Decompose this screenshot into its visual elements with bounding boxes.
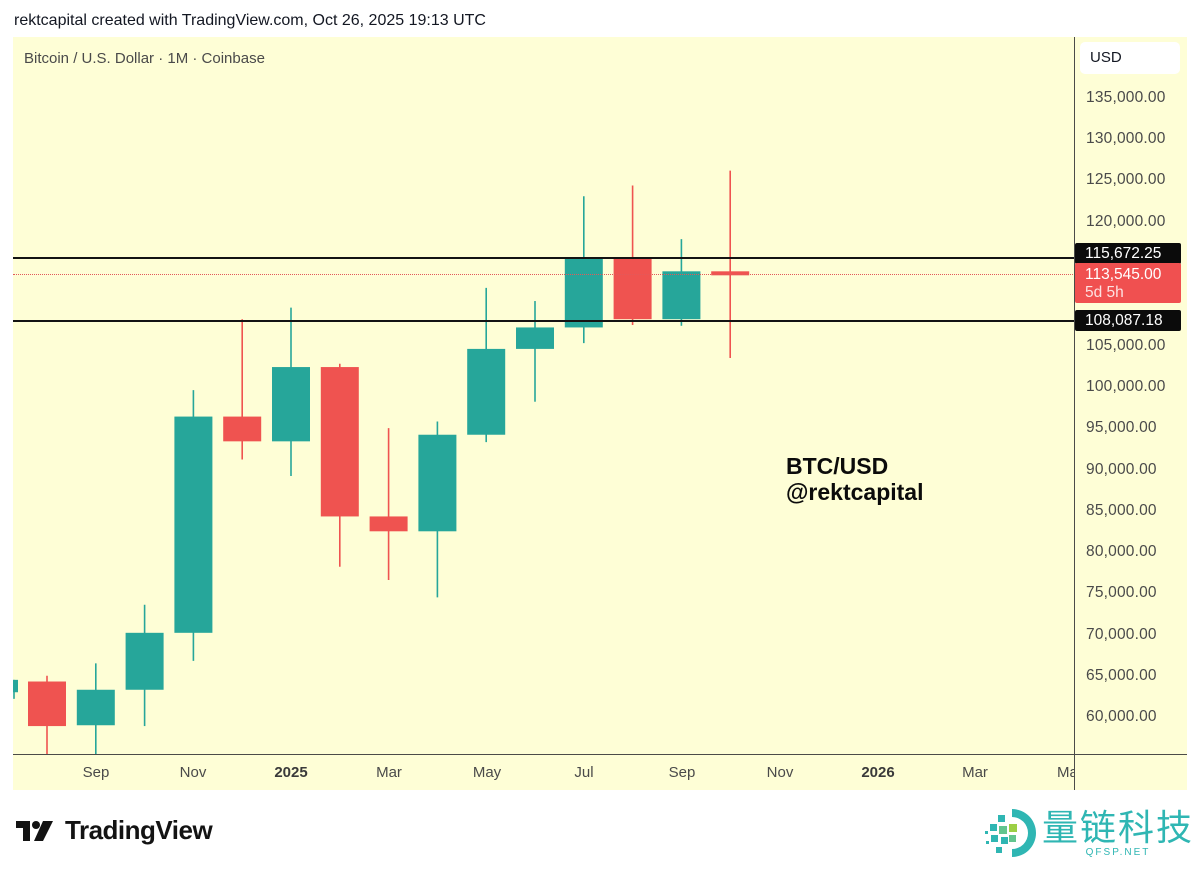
candle-body: [467, 348, 506, 435]
current-price-label: 113,545.00 5d 5h: [1075, 263, 1181, 303]
watermark-domain: QFSP.NET: [1085, 846, 1151, 858]
time-tick-year: 2025: [274, 764, 308, 781]
candlestick-series[interactable]: [13, 37, 1074, 754]
candle[interactable]: [272, 307, 310, 477]
candle[interactable]: [174, 390, 213, 661]
candle-body: [516, 327, 554, 349]
chart-credit: rektcapital created with TradingView.com…: [14, 12, 486, 29]
time-tick: Nov: [766, 764, 794, 781]
time-tick: Nov: [179, 764, 207, 781]
candle-body: [613, 257, 652, 320]
price-tick: 75,000.00: [1086, 584, 1157, 601]
candle-body: [76, 689, 115, 726]
qfsp-watermark: 量链科技 QFSP.NET: [982, 805, 1194, 861]
time-tick: Mar: [962, 764, 988, 781]
candle[interactable]: [28, 675, 66, 754]
candle[interactable]: [13, 679, 18, 699]
time-tick: May: [472, 764, 502, 781]
chart-area[interactable]: [13, 37, 1187, 790]
annotation-author: @rektcapital: [786, 479, 924, 505]
support-price-label: 108,087.18: [1075, 310, 1181, 331]
candle-body: [369, 516, 408, 532]
candle[interactable]: [369, 428, 408, 580]
candle-body: [223, 416, 262, 442]
currency-button[interactable]: USD: [1080, 42, 1180, 74]
candle[interactable]: [613, 185, 652, 325]
tradingview-logo-icon: [16, 820, 53, 841]
annotation-pair: BTC/USD: [786, 453, 889, 479]
price-tick: 135,000.00: [1086, 89, 1166, 106]
candle-countdown: 5d 5h: [1085, 284, 1124, 301]
candle-body: [564, 257, 603, 328]
candle-body: [13, 679, 18, 693]
candle-body: [272, 367, 310, 442]
support-line[interactable]: [13, 320, 1075, 322]
price-tick: 120,000.00: [1086, 213, 1166, 230]
candle[interactable]: [125, 604, 164, 727]
candle-body: [125, 632, 164, 690]
candle-body: [711, 271, 750, 276]
price-tick: 125,000.00: [1086, 171, 1166, 188]
time-axis-border: [13, 754, 1187, 755]
candle[interactable]: [711, 170, 750, 358]
time-tick: Sep: [82, 764, 110, 781]
candle-body: [28, 681, 66, 727]
time-tick: Mar: [376, 764, 402, 781]
tradingview-wordmark: TradingView: [65, 815, 213, 845]
chart-annotation[interactable]: BTC/USD @rektcapital: [786, 453, 923, 505]
price-tick: 100,000.00: [1086, 378, 1166, 395]
price-tick: 65,000.00: [1086, 667, 1157, 684]
candle-body: [320, 367, 359, 517]
resistance-price-label: 115,672.25: [1075, 243, 1181, 264]
symbol-title[interactable]: Bitcoin / U.S. Dollar · 1M · Coinbase: [24, 50, 265, 67]
price-tick: 60,000.00: [1086, 708, 1157, 725]
candle[interactable]: [76, 663, 115, 754]
candle[interactable]: [516, 301, 554, 402]
price-tick: 105,000.00: [1086, 337, 1166, 354]
candle[interactable]: [662, 239, 701, 326]
candle-body: [174, 416, 213, 633]
qfsp-logo-icon: [985, 809, 1036, 857]
candle[interactable]: [467, 287, 506, 443]
price-tick: 80,000.00: [1086, 543, 1157, 560]
time-tick: Jul: [574, 764, 594, 781]
time-tick: Sep: [668, 764, 696, 781]
price-tick: 90,000.00: [1086, 461, 1157, 478]
price-tick: 70,000.00: [1086, 626, 1157, 643]
candle[interactable]: [223, 319, 262, 460]
candle-body: [418, 434, 457, 532]
time-tick-year: 2026: [861, 764, 895, 781]
resistance-line[interactable]: [13, 257, 1075, 259]
last-price-line: [13, 274, 1075, 275]
tradingview-logo[interactable]: TradingView: [16, 815, 213, 846]
candle[interactable]: [320, 363, 359, 567]
candle[interactable]: [564, 196, 603, 344]
price-axis-border: [1074, 37, 1075, 790]
watermark-chinese-text: 量链科技: [1042, 806, 1195, 848]
candle[interactable]: [418, 421, 457, 598]
price-tick: 85,000.00: [1086, 502, 1157, 519]
price-tick: 95,000.00: [1086, 419, 1157, 436]
time-tick: Ma: [1057, 764, 1074, 781]
current-price-value: 113,545.00: [1085, 266, 1162, 283]
candle-body: [662, 271, 701, 320]
price-tick: 130,000.00: [1086, 130, 1166, 147]
